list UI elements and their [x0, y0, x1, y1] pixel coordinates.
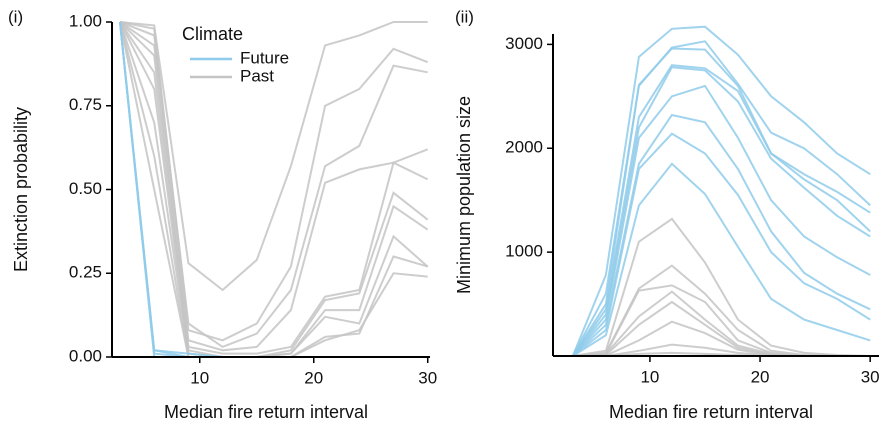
- series-line: [572, 132, 871, 357]
- x-tick-label: 20: [304, 368, 323, 387]
- series-line: [119, 21, 429, 355]
- x-tick-label: 30: [861, 367, 879, 386]
- x-tick-label: 10: [190, 368, 209, 387]
- series-line: [571, 25, 871, 357]
- series-line: [572, 66, 871, 357]
- y-tick-label: 1000: [505, 242, 543, 261]
- legend-label: Future: [240, 48, 289, 67]
- y-axis-title: Extinction probability: [11, 107, 31, 272]
- series-line: [571, 64, 871, 357]
- series-line: [571, 47, 871, 357]
- y-tick-label: 1.00: [69, 11, 102, 30]
- x-tick-label: 10: [640, 367, 659, 386]
- series-line: [119, 21, 428, 349]
- y-tick-label: 0.75: [69, 95, 102, 114]
- series-line: [119, 21, 428, 292]
- series-line: [119, 21, 429, 358]
- y-tick-label: 3000: [505, 34, 543, 53]
- legend-title: Climate: [182, 24, 243, 44]
- series-line: [572, 290, 871, 357]
- x-tick-label: 20: [751, 367, 770, 386]
- y-tick-label: 2000: [505, 138, 543, 157]
- x-axis-title: Median fire return interval: [164, 402, 368, 422]
- series-line: [572, 113, 871, 357]
- panel-label: (i): [8, 7, 23, 26]
- y-tick-label: 0.25: [69, 263, 102, 282]
- y-tick-label: 0.00: [69, 346, 102, 365]
- x-tick-label: 30: [418, 368, 437, 387]
- x-axis-title: Median fire return interval: [609, 402, 813, 422]
- series-line: [572, 217, 871, 357]
- y-tick-label: 0.50: [69, 179, 102, 198]
- series-line: [119, 21, 429, 358]
- legend-label: Past: [240, 66, 274, 85]
- series-line: [572, 84, 871, 357]
- y-axis-title: Minimum population size: [454, 96, 474, 294]
- series-line: [572, 162, 871, 357]
- panel-label: (ii): [455, 7, 474, 26]
